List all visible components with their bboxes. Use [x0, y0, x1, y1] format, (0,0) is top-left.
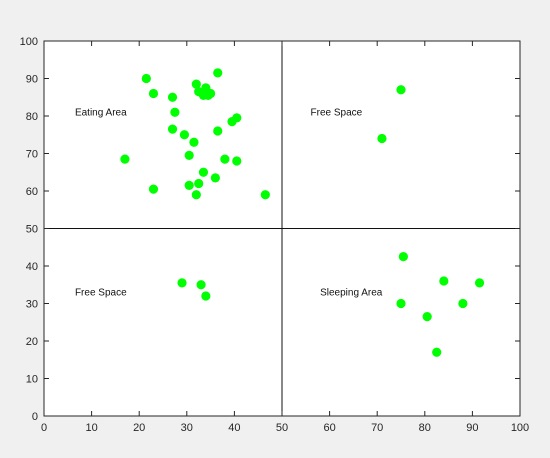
data-point: [189, 137, 199, 147]
region-label: Sleeping Area: [320, 287, 383, 298]
data-point: [198, 167, 209, 177]
axis-ticks-group: 0 10 20 30 40 50 60 70 80 90 100 0 10 20 30 40 50 60 70 80 9…: [20, 36, 530, 434]
x-tick-label: 10: [85, 422, 97, 434]
data-point: [167, 92, 178, 102]
x-tick-label: 0: [41, 422, 47, 434]
y-tick-label: 30: [26, 299, 38, 311]
x-tick-label: 80: [419, 422, 431, 434]
data-point: [184, 180, 194, 190]
data-point: [196, 280, 206, 290]
data-point: [232, 113, 242, 123]
data-point: [439, 276, 449, 286]
data-points-group: [120, 68, 485, 357]
y-tick-label: 10: [26, 374, 38, 386]
data-point: [170, 107, 180, 117]
y-tick-label: 20: [26, 336, 38, 348]
data-point: [260, 190, 270, 200]
x-tick-label: 40: [228, 422, 240, 434]
quadrant-divider-group: [44, 41, 520, 416]
data-point: [194, 178, 204, 189]
data-point: [213, 68, 223, 78]
data-point: [191, 190, 201, 200]
data-point: [141, 73, 151, 84]
data-point: [120, 154, 130, 164]
region-label: Eating Area: [75, 107, 127, 118]
data-point: [232, 156, 242, 166]
y-tick-label: 40: [26, 261, 38, 273]
data-point: [396, 85, 406, 95]
x-tick-label: 100: [511, 422, 529, 434]
data-point: [458, 298, 468, 309]
data-point: [377, 133, 387, 144]
region-labels-group: Eating Area Free Space Free Space Sleeping …: [75, 107, 383, 298]
data-point: [191, 79, 201, 89]
data-point: [210, 173, 220, 183]
data-point: [474, 278, 485, 288]
data-point: [184, 150, 194, 160]
x-tick-label: 70: [371, 422, 383, 434]
x-tick-label: 50: [276, 422, 288, 434]
y-tick-label: 60: [26, 186, 38, 198]
data-point: [220, 154, 230, 164]
data-point: [167, 124, 178, 134]
y-tick-label: 90: [26, 74, 38, 86]
data-point: [213, 126, 223, 136]
y-tick-label: 70: [26, 149, 38, 161]
region-label: Free Space: [311, 107, 363, 118]
data-point: [398, 252, 408, 262]
data-point: [148, 88, 159, 99]
x-tick-label: 20: [133, 422, 145, 434]
y-tick-label: 80: [26, 111, 38, 123]
data-point: [177, 278, 187, 288]
data-point: [206, 88, 216, 99]
x-tick-label: 30: [181, 422, 193, 434]
y-tick-label: 100: [20, 36, 38, 48]
data-point: [179, 130, 190, 140]
data-point: [148, 184, 159, 194]
region-label: Free Space: [75, 287, 127, 298]
data-point: [201, 291, 211, 301]
y-tick-label: 0: [32, 411, 38, 423]
data-point: [432, 347, 442, 357]
y-tick-label: 50: [26, 224, 38, 236]
x-tick-label: 60: [323, 422, 335, 434]
x-tick-label: 90: [466, 422, 478, 434]
data-point: [422, 312, 432, 322]
data-point: [396, 298, 406, 309]
